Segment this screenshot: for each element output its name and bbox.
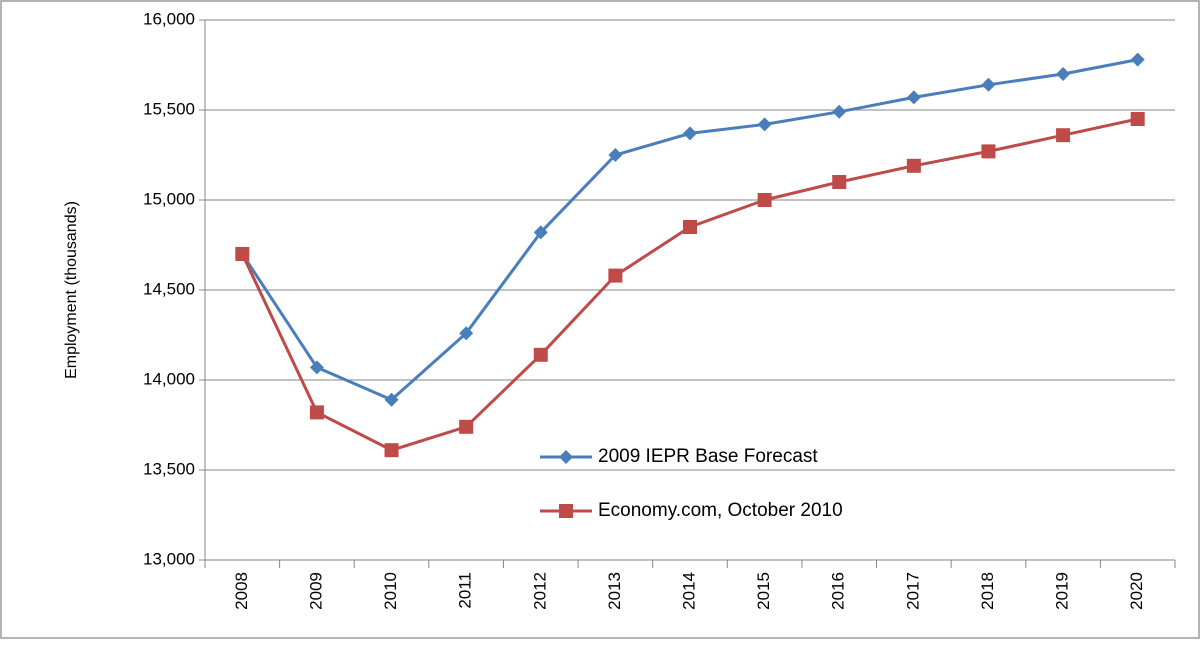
marker [533, 347, 548, 362]
marker [608, 268, 623, 283]
y-tick-label: 14,000 [143, 369, 195, 388]
marker [235, 247, 250, 261]
marker [384, 443, 399, 458]
x-tick-label: 2009 [306, 572, 325, 610]
legend-label: Economy.com, October 2010 [598, 500, 843, 521]
marker [1056, 67, 1071, 81]
marker [832, 175, 847, 189]
marker [1130, 52, 1145, 67]
x-tick-label: 2019 [1053, 572, 1072, 610]
x-tick-label: 2020 [1127, 572, 1146, 610]
marker [906, 158, 921, 173]
x-tick-label: 2018 [978, 572, 997, 610]
y-tick-label: 14,500 [143, 279, 195, 298]
x-tick-label: 2012 [530, 572, 549, 610]
y-tick-label: 15,500 [143, 99, 195, 118]
marker [683, 126, 697, 141]
marker [757, 117, 772, 132]
x-tick-label: 2016 [829, 572, 848, 610]
marker [384, 392, 399, 407]
x-tick-label: 2015 [754, 572, 773, 610]
marker [832, 104, 847, 119]
marker [1056, 128, 1071, 143]
marker [608, 148, 623, 162]
y-tick-label: 16,000 [143, 9, 195, 28]
x-tick-label: 2010 [381, 572, 400, 610]
y-axis-label: Employment (thousands) [63, 201, 80, 379]
legend-marker [559, 450, 573, 464]
marker [459, 419, 474, 434]
marker [309, 405, 324, 420]
x-tick-label: 2014 [679, 572, 698, 610]
x-tick-label: 2013 [605, 572, 624, 610]
legend-label: 2009 IEPR Base Forecast [598, 446, 818, 467]
marker [683, 220, 697, 234]
x-tick-label: 2017 [903, 572, 922, 610]
y-tick-label: 15,000 [143, 189, 195, 208]
marker [309, 360, 324, 375]
marker [981, 144, 996, 159]
marker [906, 90, 921, 105]
y-tick-label: 13,000 [143, 549, 195, 568]
marker [459, 326, 474, 341]
y-tick-label: 13,500 [143, 459, 195, 478]
x-tick-label: 2011 [456, 572, 475, 609]
marker [1130, 112, 1145, 126]
marker [533, 225, 548, 240]
x-tick-label: 2008 [232, 572, 251, 610]
marker [757, 193, 772, 207]
legend-marker [559, 504, 573, 518]
marker [981, 77, 996, 92]
